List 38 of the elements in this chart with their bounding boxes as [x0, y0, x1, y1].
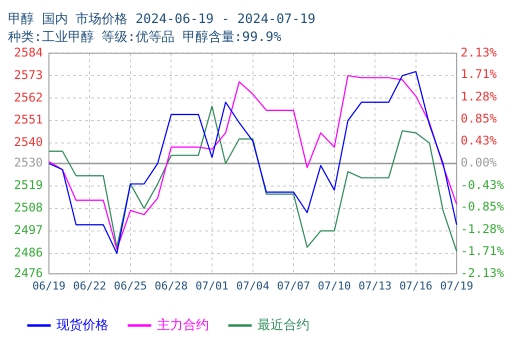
legend-label: 最近合约 — [258, 318, 310, 333]
x-tick-label: 07/13 — [358, 279, 392, 292]
y-tick-label: 2508 — [14, 200, 43, 215]
x-tick-label: 06/25 — [114, 279, 148, 292]
x-tick-label: 07/10 — [318, 279, 351, 292]
y2-tick-label: 1.28% — [460, 89, 498, 104]
legend-label: 主力合约 — [157, 316, 209, 333]
legend-label: 现货价格 — [56, 318, 108, 333]
y2-tick-label: 2.13% — [460, 45, 498, 60]
x-tick-label: 06/22 — [73, 279, 106, 292]
y2-tick-label: -2.13% — [460, 266, 505, 280]
y2-tick-label: 0.00% — [460, 156, 498, 170]
y2-tick-label: -1.71% — [460, 244, 505, 258]
x-tick-label: 07/19 — [440, 279, 474, 292]
y2-tick-label: 0.43% — [460, 133, 498, 148]
x-tick-label: 07/04 — [236, 279, 270, 292]
y-tick-label: 2476 — [14, 266, 43, 280]
y-tick-label: 2530 — [14, 156, 43, 170]
y-tick-label: 2540 — [14, 135, 43, 150]
x-tick-label: 06/19 — [32, 279, 66, 292]
y2-tick-label: -0.85% — [460, 200, 505, 214]
y-tick-label: 2497 — [14, 223, 43, 238]
y2-tick-label: 0.85% — [460, 112, 498, 126]
y-tick-label: 2573 — [14, 68, 43, 82]
y-tick-label: 2551 — [14, 112, 43, 127]
y-tick-label: 2584 — [14, 45, 43, 60]
chart-subtitle: 种类:工业甲醇 等级:优等品 甲醇含量:99.9% — [8, 30, 282, 45]
y2-tick-label: -1.28% — [460, 222, 505, 236]
y-tick-label: 2519 — [14, 178, 43, 192]
x-tick-label: 07/07 — [276, 279, 310, 292]
x-tick-label: 06/28 — [154, 279, 188, 292]
y2-tick-label: 1.71% — [460, 67, 498, 82]
y-tick-label: 2486 — [14, 246, 43, 260]
x-tick-label: 07/01 — [195, 279, 229, 292]
x-tick-label: 07/16 — [399, 279, 432, 292]
y-tick-label: 2562 — [14, 90, 43, 104]
chart-title: 甲醇 国内 市场价格 2024-06-19 - 2024-07-19 — [8, 12, 316, 28]
y2-tick-label: -0.43% — [460, 178, 505, 192]
